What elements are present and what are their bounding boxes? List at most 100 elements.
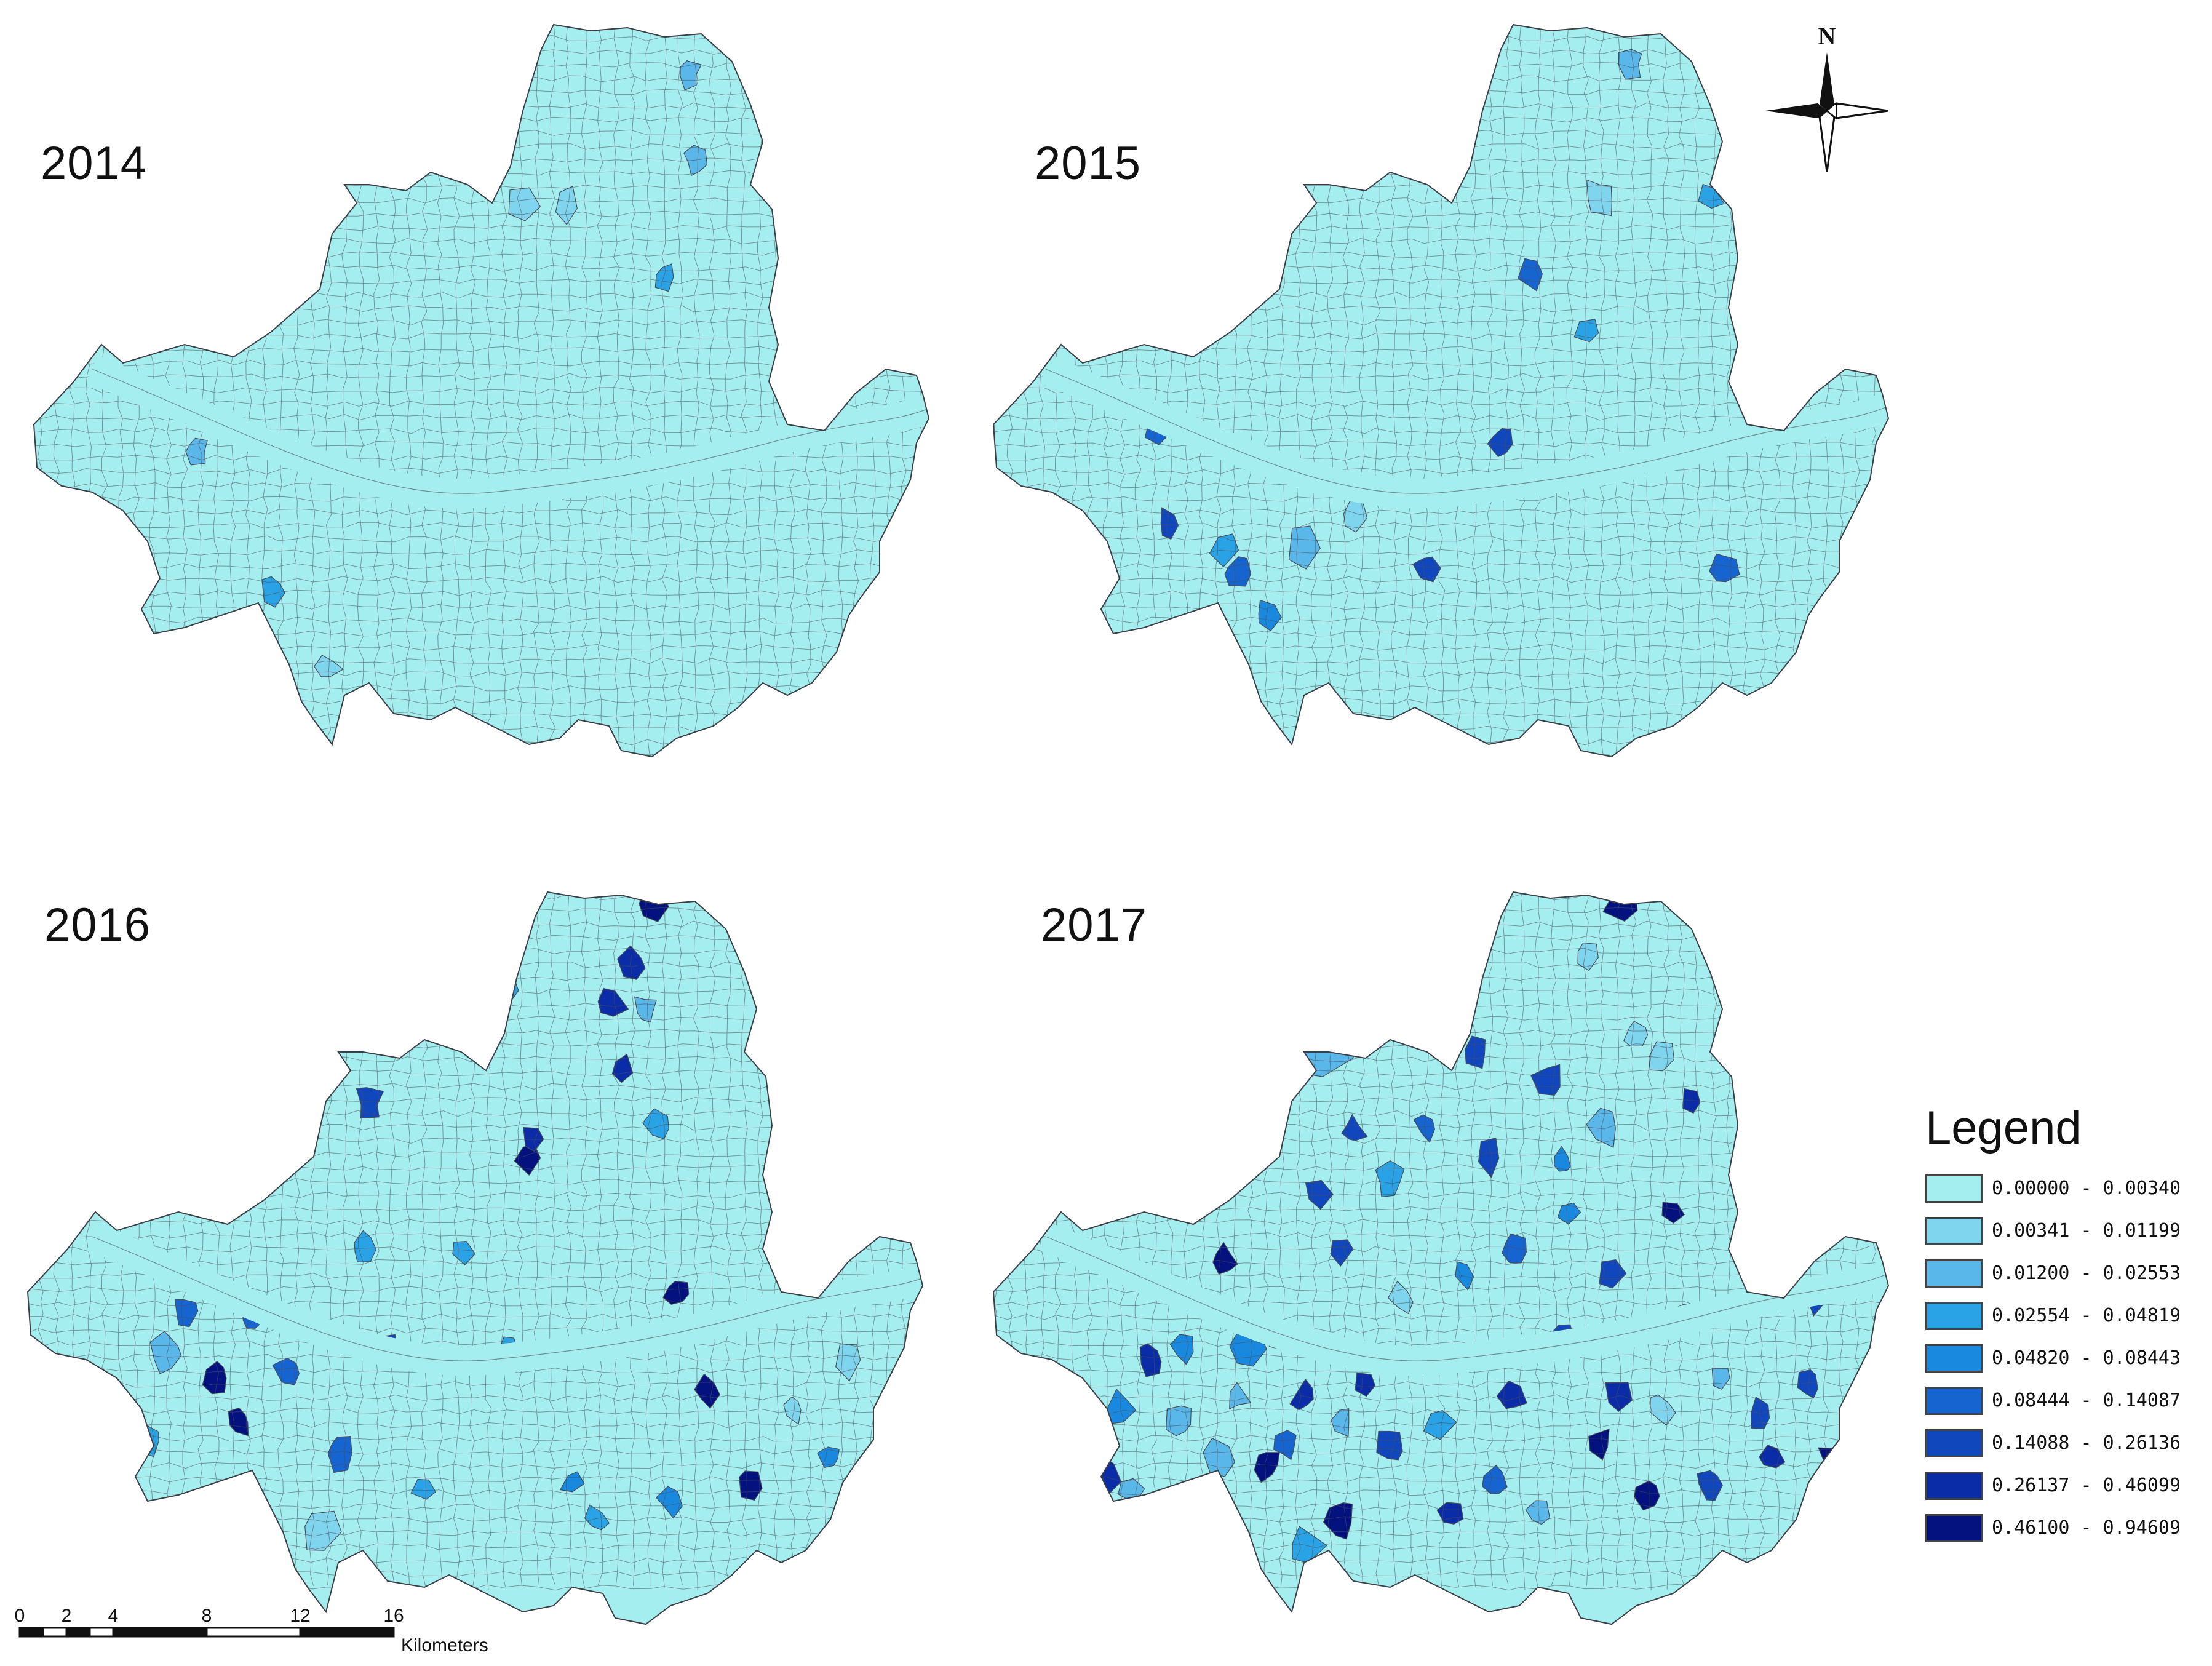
shaded-district	[1661, 1202, 1685, 1224]
shaded-district	[1254, 1452, 1280, 1483]
shaded-district	[149, 1331, 182, 1374]
district-map-2014	[33, 23, 930, 758]
legend-label: 0.46100 - 0.94609	[1992, 1517, 2181, 1539]
shaded-district	[410, 1478, 436, 1500]
north-label: N	[1818, 22, 1836, 50]
shaded-district	[1139, 1343, 1162, 1377]
city-boundary	[26, 891, 924, 1625]
shaded-district	[1455, 1261, 1474, 1291]
legend-label: 0.02554 - 0.04819	[1992, 1305, 2181, 1326]
scale-tick-label: 12	[290, 1606, 311, 1626]
legend-list: 0.00000 - 0.00340 0.00341 - 0.01199 0.0120…	[1925, 1167, 2196, 1549]
shaded-district	[817, 1446, 840, 1468]
shaded-district	[1341, 1114, 1368, 1141]
shaded-district	[1230, 979, 1256, 1019]
shaded-district	[327, 1435, 352, 1473]
shaded-district	[1623, 1021, 1649, 1047]
legend-item: 0.14088 - 0.26136	[1925, 1422, 2196, 1464]
legend-swatch	[1925, 1513, 1983, 1542]
scale-tick-label: 8	[201, 1606, 212, 1626]
shaded-district	[1375, 1160, 1405, 1198]
scale-segment	[112, 1627, 208, 1638]
legend-swatch	[1925, 1216, 1983, 1245]
district-map-2015	[992, 23, 1890, 758]
year-label: 2017	[1041, 899, 1148, 951]
shaded-district	[1482, 1464, 1508, 1495]
river-centerline	[92, 1236, 923, 1361]
shaded-district	[1258, 599, 1282, 632]
shaded-district	[1577, 943, 1599, 971]
legend-item: 0.08444 - 0.14087	[1925, 1379, 2196, 1422]
legend-item: 0.00341 - 0.01199	[1925, 1210, 2196, 1252]
legend-label: 0.04820 - 0.08443	[1992, 1347, 2181, 1369]
legend-item: 0.46100 - 0.94609	[1925, 1507, 2196, 1549]
shaded-district	[1797, 1369, 1818, 1399]
shaded-district	[1588, 1429, 1610, 1461]
shaded-district	[1586, 1107, 1616, 1148]
north-arrow: N	[1765, 18, 1889, 173]
scale-segment	[42, 1627, 68, 1638]
shaded-district	[617, 945, 646, 980]
shaded-district	[634, 996, 657, 1023]
legend-label: 0.00000 - 0.00340	[1992, 1178, 2181, 1199]
shaded-district	[1267, 996, 1354, 1077]
legend-item: 0.01200 - 0.02553	[1925, 1252, 2196, 1294]
shaded-district	[1165, 1405, 1192, 1437]
district-map-2016	[26, 891, 924, 1625]
legend-item: 0.04820 - 0.08443	[1925, 1337, 2196, 1379]
scale-tick-label: 2	[61, 1606, 72, 1626]
compass-rose-icon: N	[1765, 22, 1889, 173]
city-boundary	[992, 891, 1890, 1625]
legend: Legend 0.00000 - 0.00340 0.00341 - 0.0119…	[1925, 1101, 2196, 1549]
district-map-2017	[992, 891, 1890, 1625]
shaded-district	[1633, 1480, 1660, 1511]
shaded-district	[1697, 1470, 1723, 1501]
city-boundary	[992, 23, 1890, 758]
shaded-district	[1355, 1372, 1376, 1397]
legend-title: Legend	[1925, 1102, 2082, 1154]
shaded-district	[1605, 1382, 1633, 1412]
shaded-district	[228, 1407, 249, 1437]
shaded-district	[1203, 1438, 1236, 1477]
legend-swatch	[1925, 1471, 1983, 1500]
legend-label: 0.01200 - 0.02553	[1992, 1262, 2181, 1284]
shaded-district	[739, 1470, 763, 1501]
legend-swatch	[1925, 1259, 1983, 1288]
river-centerline	[1045, 1236, 1888, 1361]
year-label: 2014	[41, 137, 148, 189]
shaded-district	[1387, 1280, 1414, 1315]
shaded-district	[1207, 1516, 1227, 1542]
shaded-district	[1273, 1430, 1297, 1461]
year-label: 2015	[1035, 137, 1142, 189]
shaded-district	[1246, 1029, 1281, 1066]
map-panel-2015: 2015	[953, 0, 1913, 758]
shaded-district	[314, 655, 344, 677]
scale-segment	[89, 1627, 114, 1638]
shaded-district	[114, 1467, 132, 1487]
shaded-district	[1289, 1378, 1314, 1411]
map-panel-2017: 2017	[953, 818, 1913, 1625]
legend-item: 0.26137 - 0.46099	[1925, 1464, 2196, 1507]
shaded-district	[1212, 1242, 1238, 1275]
shaded-district	[1376, 1430, 1403, 1461]
city-area	[993, 25, 1888, 757]
legend-swatch	[1925, 1429, 1983, 1457]
river-centerline	[1045, 369, 1888, 494]
shaded-district	[1413, 1114, 1436, 1143]
shaded-district	[354, 1230, 377, 1262]
river-centerline	[92, 369, 929, 494]
city-area	[34, 25, 929, 757]
shaded-district	[597, 987, 629, 1017]
scale-segment	[65, 1627, 91, 1638]
legend-swatch	[1925, 1174, 1983, 1203]
scale-bar-graphic	[18, 1627, 395, 1638]
scale-segment	[18, 1627, 44, 1638]
shaded-district	[1530, 1064, 1561, 1096]
shaded-district	[642, 1108, 670, 1140]
shaded-district	[1478, 1137, 1500, 1179]
year-label: 2016	[44, 899, 151, 951]
legend-item: 0.02554 - 0.04819	[1925, 1294, 2196, 1337]
shaded-district	[1618, 49, 1642, 80]
scale-segment	[205, 1627, 301, 1638]
shaded-district	[1709, 553, 1740, 583]
